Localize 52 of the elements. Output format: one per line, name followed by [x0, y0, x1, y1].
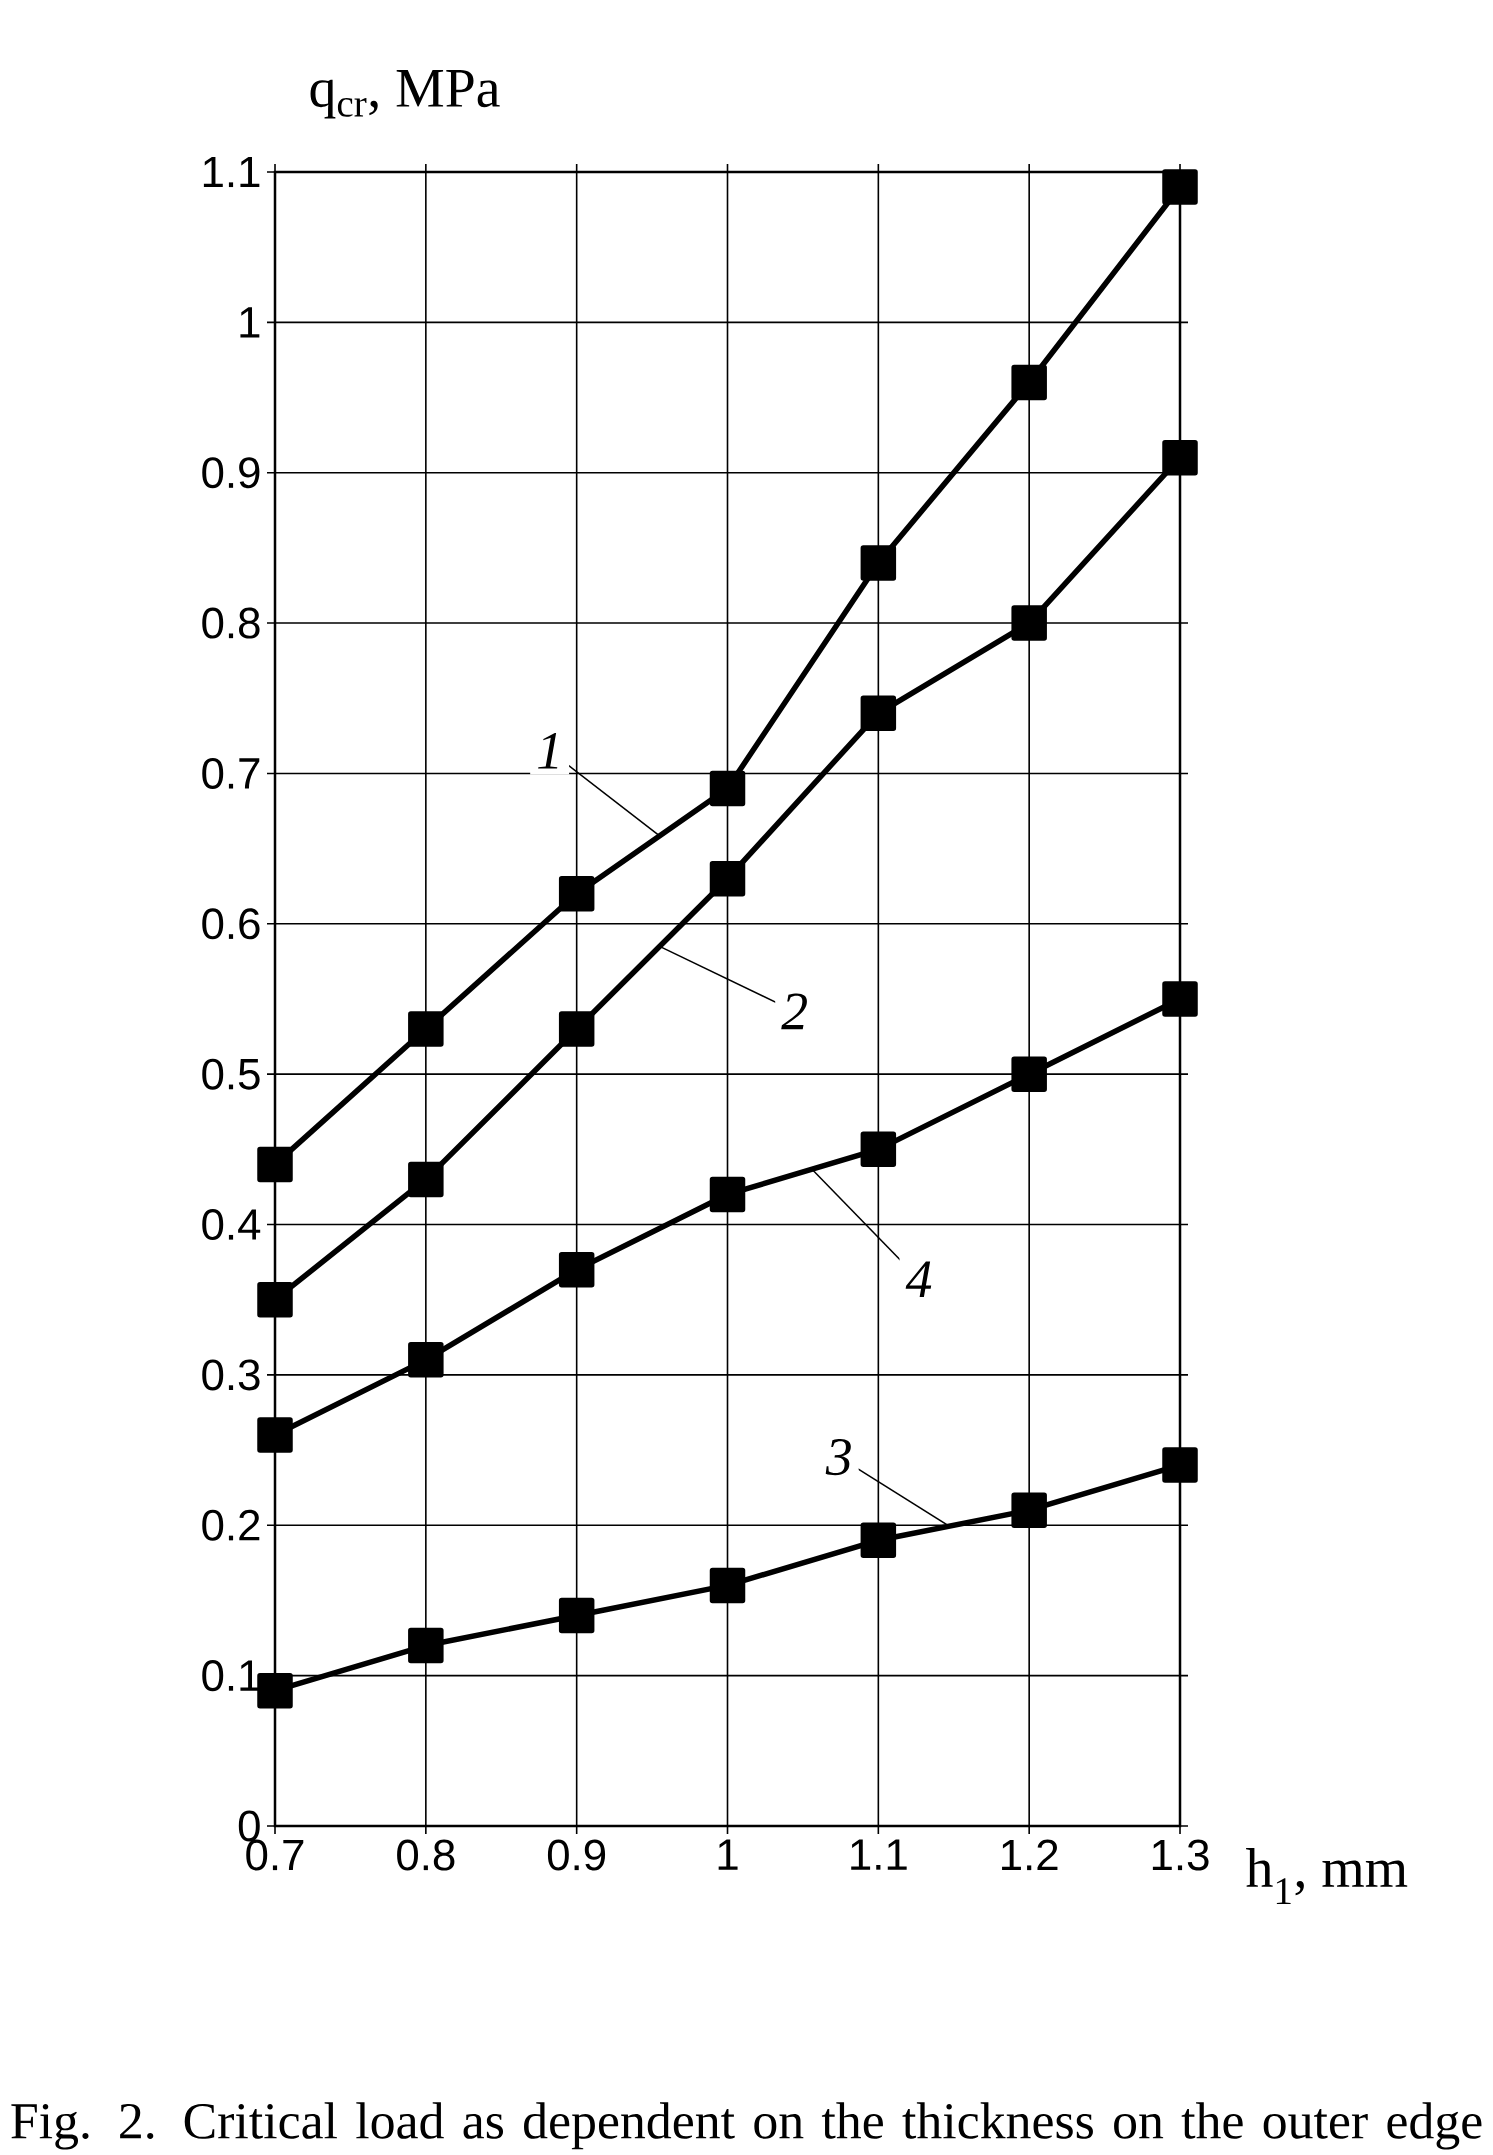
- point: [1162, 981, 1198, 1017]
- y-tick-label: 0.3: [202, 1359, 260, 1391]
- series-label: 2: [781, 993, 807, 1030]
- point: [257, 1417, 293, 1453]
- y-axis-title: q$_{cr}$, MPa: [310, 70, 500, 119]
- point: [558, 1597, 595, 1634]
- y-tick-label: 0.9: [202, 457, 260, 489]
- point: [1162, 1447, 1198, 1483]
- x-axis-title: h$_{1}$, mm: [1246, 1848, 1408, 1904]
- point: [1011, 605, 1047, 641]
- y-tick-label: 0.8: [202, 607, 260, 639]
- y-tick-label: 0.5: [202, 1058, 260, 1090]
- point: [1162, 439, 1198, 476]
- point: [1011, 1492, 1047, 1528]
- x-tick-label: 0.9: [547, 1839, 606, 1871]
- x-tick-label: 1.1: [851, 1839, 907, 1870]
- point: [257, 1672, 293, 1709]
- y-tick-label: 0.6: [202, 908, 260, 940]
- text: 1: [538, 733, 558, 769]
- point: [257, 1146, 293, 1183]
- point: [257, 1281, 293, 1318]
- x-tick-label: 1.3: [1152, 1839, 1209, 1871]
- point: [860, 695, 897, 732]
- y-tick-label: 0.4: [202, 1209, 261, 1241]
- legend-label: 3: [825, 1439, 851, 1476]
- point: [408, 1011, 444, 1047]
- point: [408, 1161, 444, 1198]
- point: [408, 1342, 444, 1378]
- point: [558, 875, 595, 912]
- point: [1011, 1056, 1047, 1092]
- point: [709, 860, 746, 897]
- point: [558, 1251, 595, 1288]
- point: [860, 545, 897, 581]
- y-tick-label: 1.1: [203, 156, 260, 188]
- point: [558, 1011, 595, 1047]
- series-label: 4: [905, 1261, 932, 1297]
- point: [860, 1522, 897, 1559]
- x-tick-label: 1: [718, 1839, 738, 1870]
- x-tick-label: 0.8: [397, 1839, 455, 1871]
- point: [860, 1131, 897, 1168]
- point: [1011, 364, 1047, 401]
- point: [709, 1176, 746, 1213]
- x-tick-label: 1.2: [1002, 1839, 1058, 1871]
- point: [408, 1627, 444, 1664]
- y-tick-label: 0.7: [202, 757, 260, 789]
- y-tick-label: 1: [240, 307, 260, 338]
- point: [1162, 169, 1198, 205]
- point: [709, 1567, 746, 1604]
- caption: Fig. 2. Critical load as dependent on the thickness on the outer edge: [11, 2102, 1482, 2150]
- y-tick-label: 0.1: [202, 1660, 260, 1692]
- y-tick-label: 0.2: [202, 1509, 260, 1541]
- point: [709, 770, 746, 807]
